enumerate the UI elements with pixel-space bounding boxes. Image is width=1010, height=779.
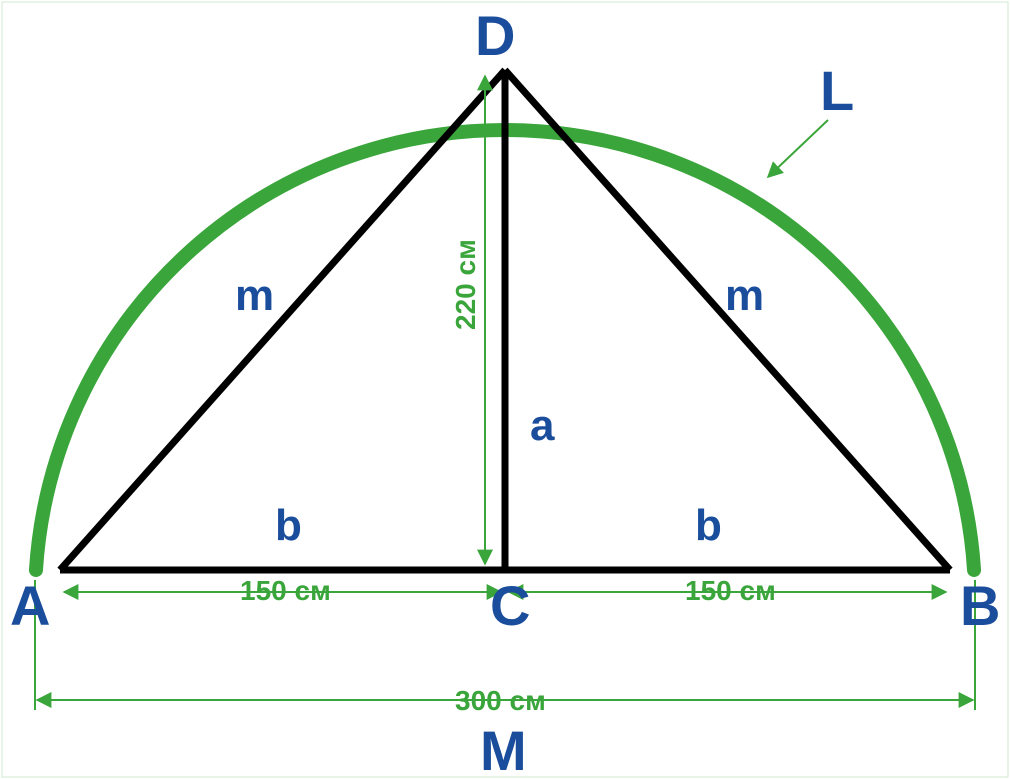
label-m-right: m: [725, 271, 764, 320]
label-M: M: [480, 719, 527, 779]
label-A: A: [10, 574, 50, 637]
label-B: B: [960, 574, 1000, 637]
dim-text-AC: 150 см: [240, 575, 331, 606]
label-C: C: [490, 574, 530, 637]
label-D: D: [475, 4, 515, 67]
label-m-left: m: [235, 271, 274, 320]
label-b-left: b: [275, 501, 302, 550]
dim-text-CB: 150 см: [685, 575, 776, 606]
label-a: a: [530, 401, 555, 450]
label-b-right: b: [695, 501, 722, 550]
dim-text-AB: 300 см: [455, 685, 546, 716]
dim-text-CD: 220 см: [450, 239, 481, 330]
label-L: L: [820, 59, 854, 122]
arrow-L: [768, 120, 828, 177]
